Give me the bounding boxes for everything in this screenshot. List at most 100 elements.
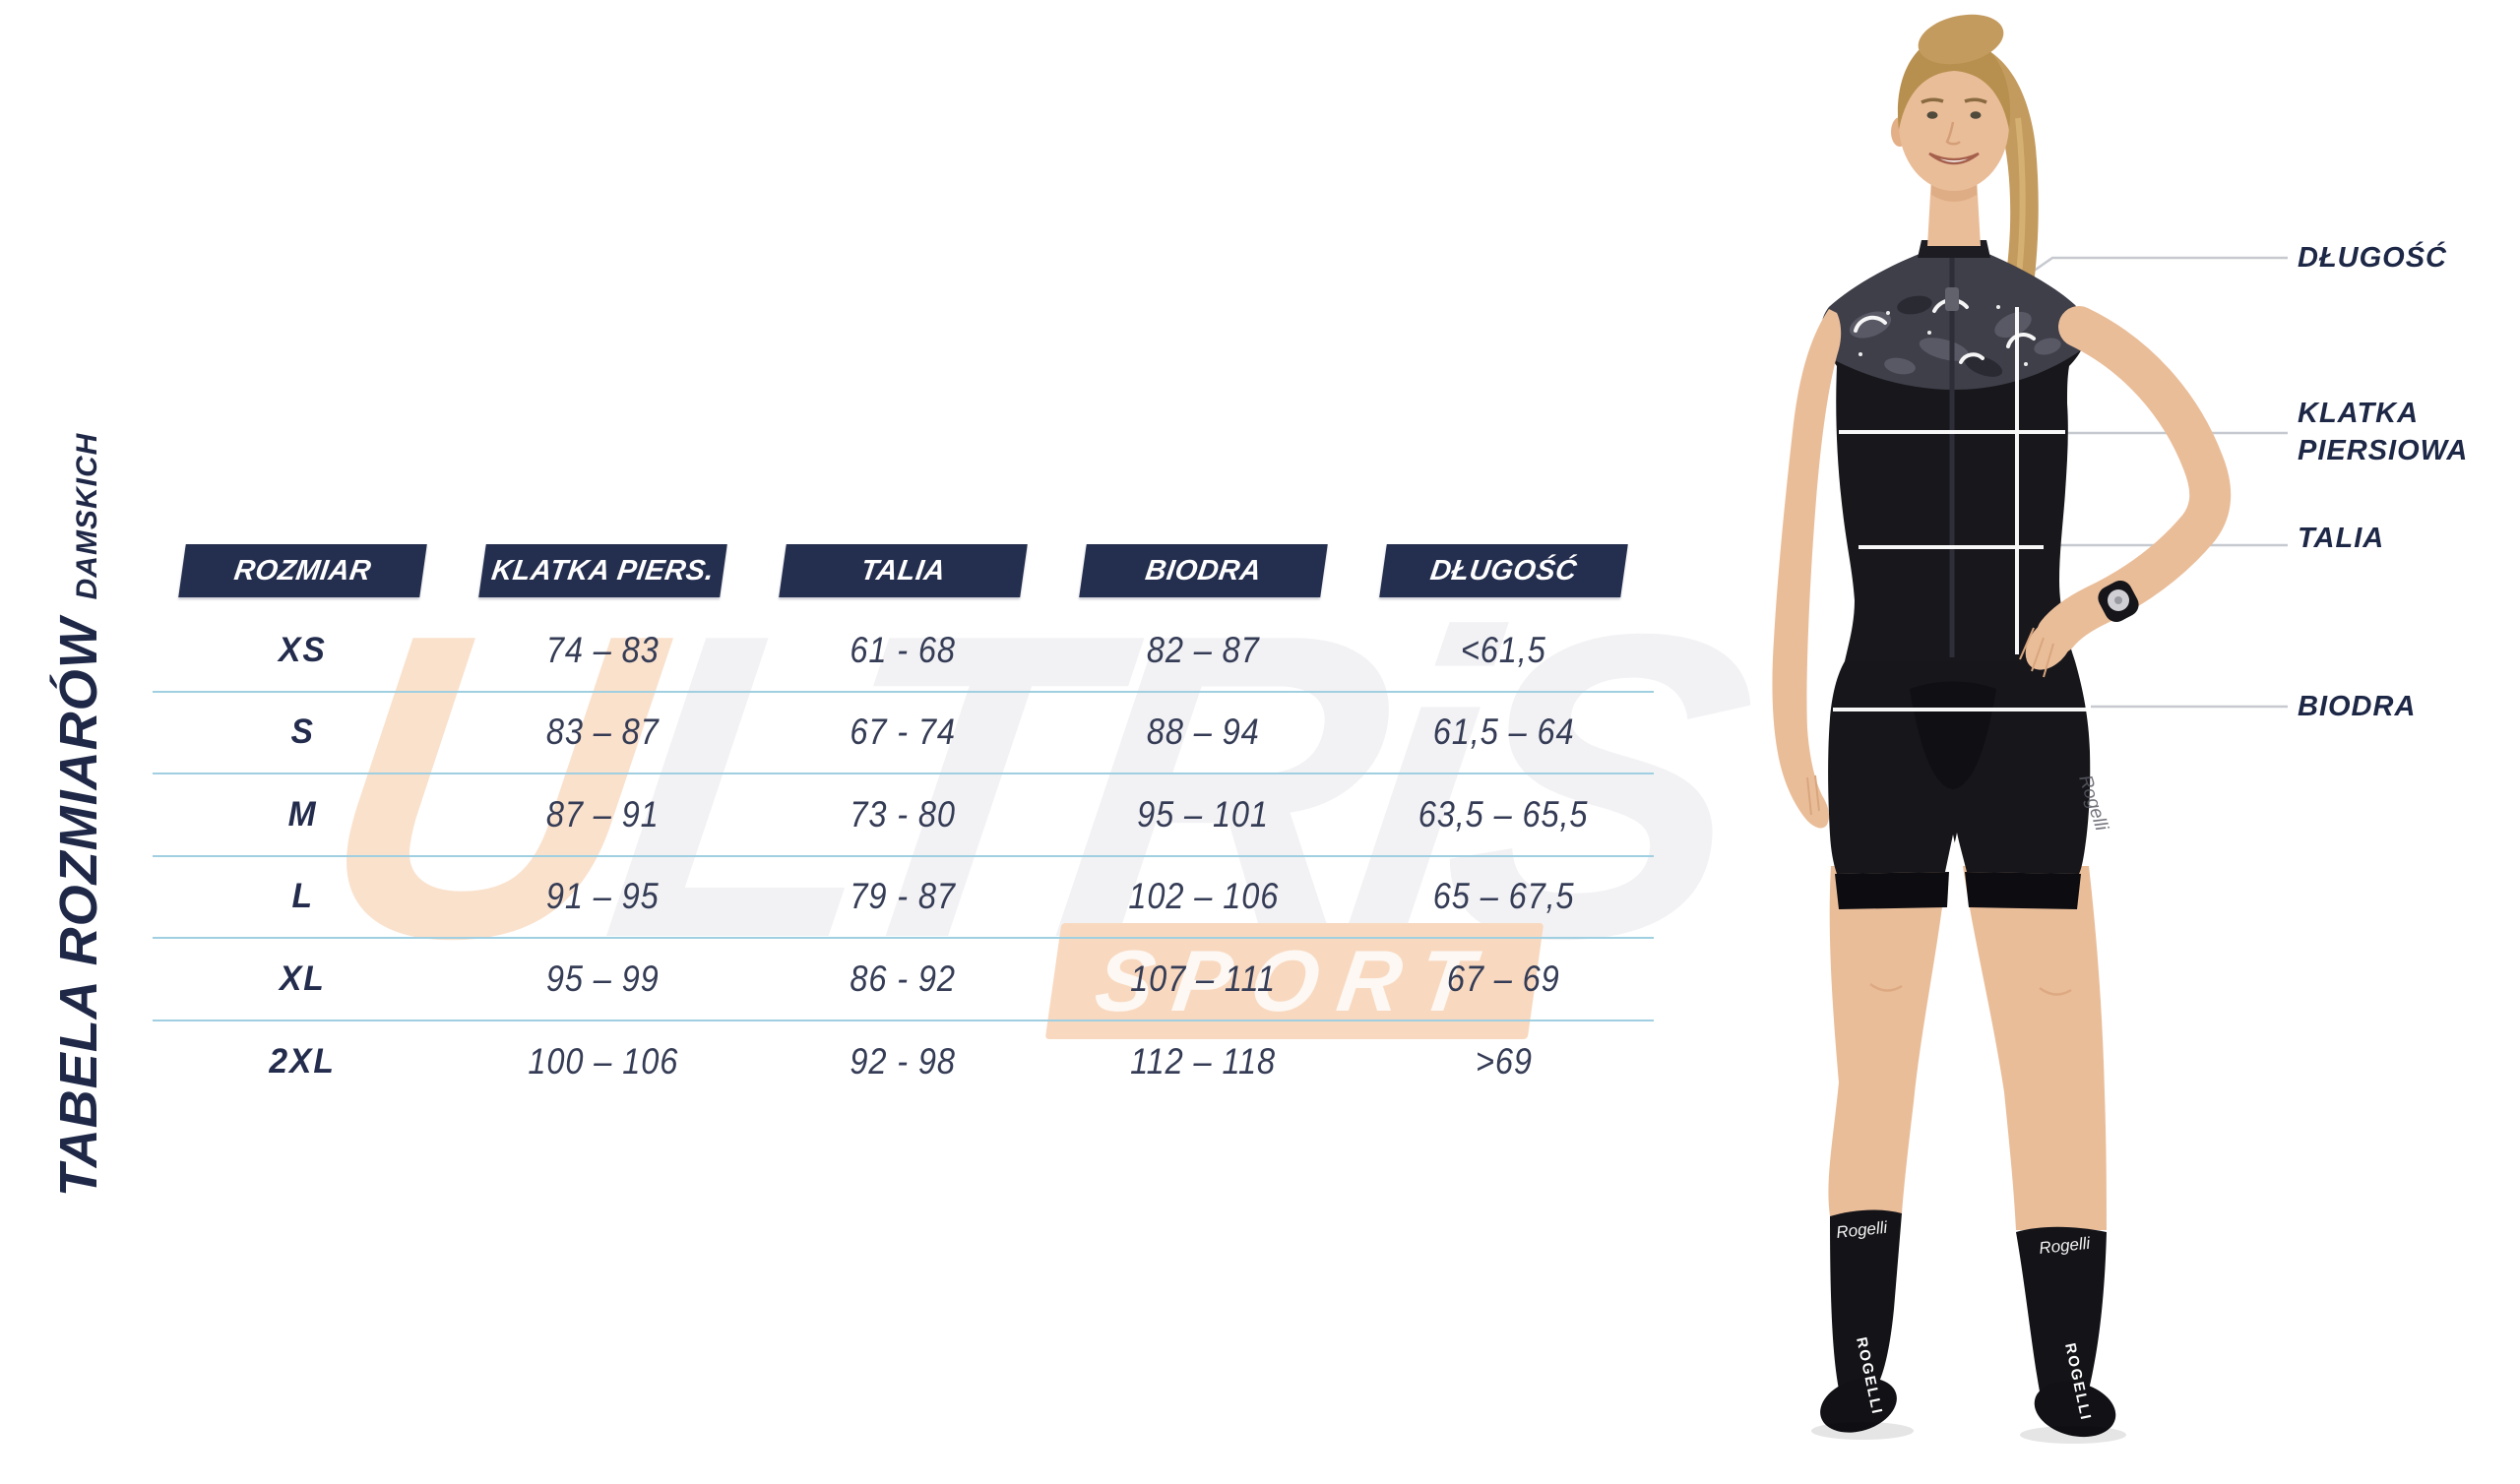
left-sock bbox=[1830, 1209, 1902, 1390]
waist-range-cell: 79 - 87 bbox=[850, 876, 957, 917]
column-header-talia: TALIA bbox=[753, 544, 1053, 597]
header-box: KLATKA PIERS. bbox=[478, 544, 727, 597]
waist-range-cell: 92 - 98 bbox=[850, 1041, 957, 1082]
yoke-pattern-dark-blobs bbox=[1897, 295, 2003, 377]
left-leg-band bbox=[1835, 872, 1949, 909]
length-range-cell: 65 – 67,5 bbox=[1432, 876, 1575, 917]
table-row-m: M 87 – 91 73 - 80 95 – 101 63,5 – 65,5 bbox=[153, 774, 1654, 857]
table-row-s: S 83 – 87 67 - 74 88 – 94 61,5 – 64 bbox=[153, 693, 1654, 774]
waist-range-cell: 61 - 68 bbox=[850, 629, 957, 670]
face bbox=[1899, 57, 2009, 191]
header-box: DŁUGOŚĆ bbox=[1379, 544, 1628, 597]
yoke-pattern-blobs bbox=[1849, 311, 2061, 375]
column-header-label: ROZMIAR bbox=[231, 554, 374, 587]
size-cell: 2XL bbox=[269, 1042, 337, 1082]
column-header-label: TALIA bbox=[858, 554, 948, 587]
leg-gap bbox=[1945, 835, 1961, 872]
measurement-label-klatka-piersiowa: KLATKA PIERSIOWA bbox=[2298, 398, 2469, 466]
hips-range-cell: 95 – 101 bbox=[1137, 793, 1270, 835]
column-header-label: KLATKA PIERS. bbox=[489, 554, 717, 587]
page-title-sub: DAMSKICH bbox=[71, 432, 103, 600]
table-row-xl: XL 95 – 99 86 - 92 107 – 111 67 – 69 bbox=[153, 939, 1654, 1021]
left-hand-fingers bbox=[2019, 627, 2054, 678]
cycling-shorts: Rogelli bbox=[1828, 661, 2111, 909]
size-cell: M bbox=[287, 794, 318, 834]
waist-range-cell: 67 - 74 bbox=[850, 711, 957, 753]
left-leg bbox=[1828, 866, 1947, 1216]
right-hand-fingers bbox=[1806, 774, 1820, 816]
nose bbox=[1945, 121, 1961, 146]
header-box: TALIA bbox=[779, 544, 1028, 597]
chest-range-cell: 100 – 106 bbox=[528, 1041, 678, 1082]
length-range-cell: <61,5 bbox=[1461, 629, 1546, 670]
header-box: BIODRA bbox=[1079, 544, 1328, 597]
table-row-2xl: 2XL 100 – 106 92 - 98 112 – 118 >69 bbox=[153, 1021, 1654, 1104]
size-table-header-row: ROZMIAR KLATKA PIERS. TALIA BIODRA DŁUGO… bbox=[153, 544, 1654, 597]
arms bbox=[1772, 306, 2232, 829]
column-header-biodra: BIODRA bbox=[1053, 544, 1354, 597]
left-knee-line bbox=[1869, 982, 1903, 992]
left-brow bbox=[1921, 97, 1944, 104]
model-photo: Rogelli bbox=[1772, 14, 2288, 1444]
waist-range-cell: 86 - 92 bbox=[850, 958, 957, 999]
chest-range-cell: 87 – 91 bbox=[546, 793, 660, 835]
column-header-dlugosc: DŁUGOŚĆ bbox=[1354, 544, 1654, 597]
right-knee-line bbox=[2039, 986, 2072, 996]
column-header-klatka: KLATKA PIERS. bbox=[453, 544, 753, 597]
zipper-pull bbox=[1945, 287, 1959, 311]
right-leg bbox=[1963, 866, 2107, 1230]
size-cell: L bbox=[291, 877, 314, 916]
head bbox=[1891, 14, 2011, 246]
page-title: TABELA ROZMIARÓW DAMSKICH bbox=[48, 433, 109, 1198]
left-foot-shadow bbox=[1811, 1422, 1914, 1440]
hips-range-cell: 107 – 111 bbox=[1130, 958, 1277, 999]
header-box: ROZMIAR bbox=[178, 544, 427, 597]
size-table: ROZMIAR KLATKA PIERS. TALIA BIODRA DŁUGO… bbox=[153, 544, 1654, 1103]
pointer-line-dlugosc bbox=[2019, 256, 2288, 282]
body-measurement-lines bbox=[1833, 307, 2087, 711]
size-cell: XL bbox=[280, 958, 326, 998]
legs bbox=[1828, 866, 2107, 1230]
page-title-main: TABELA ROZMIARÓW bbox=[49, 617, 108, 1198]
hair-bun bbox=[1918, 14, 2004, 65]
socks: Rogelli Rogelli ROGELLI ROGELLI bbox=[1811, 1209, 2126, 1444]
right-sock bbox=[2016, 1226, 2107, 1391]
waist-range-cell: 73 - 80 bbox=[850, 793, 957, 835]
left-arm-akimbo bbox=[2037, 306, 2232, 654]
sleeveless-jersey bbox=[1821, 240, 2086, 661]
right-foot bbox=[2034, 1381, 2116, 1438]
left-foot bbox=[1820, 1378, 1897, 1433]
size-cell: S bbox=[290, 712, 315, 752]
length-range-cell: >69 bbox=[1475, 1041, 1533, 1082]
right-brow bbox=[1964, 97, 1987, 104]
length-range-cell: 61,5 – 64 bbox=[1432, 711, 1575, 753]
chest-range-cell: 74 – 83 bbox=[546, 629, 660, 670]
measurement-label-dlugosc: DŁUGOŚĆ bbox=[2298, 242, 2447, 274]
right-eye bbox=[1970, 111, 1982, 119]
length-range-cell: 63,5 – 65,5 bbox=[1418, 793, 1589, 835]
hips-range-cell: 88 – 94 bbox=[1147, 711, 1260, 753]
chest-range-cell: 83 – 87 bbox=[546, 711, 660, 753]
right-arm-hanging bbox=[1772, 309, 1842, 829]
column-header-rozmiar: ROZMIAR bbox=[153, 544, 453, 597]
hips-range-cell: 102 – 106 bbox=[1128, 876, 1279, 917]
length-range-cell: 67 – 69 bbox=[1447, 958, 1560, 999]
table-row-xs: XS 74 – 83 61 - 68 82 – 87 <61,5 bbox=[153, 610, 1654, 693]
right-leg-band bbox=[1965, 872, 2081, 909]
column-header-label: BIODRA bbox=[1143, 554, 1264, 587]
watch-icon bbox=[2098, 581, 2139, 622]
smile bbox=[1928, 152, 1980, 165]
measurement-label-biodra: BIODRA bbox=[2298, 691, 2417, 722]
measurement-label-talia: TALIA bbox=[2298, 523, 2385, 554]
chest-range-cell: 95 – 99 bbox=[546, 958, 660, 999]
face-features bbox=[1921, 97, 1987, 165]
chest-range-cell: 91 – 95 bbox=[546, 876, 660, 917]
hips-range-cell: 112 – 118 bbox=[1130, 1041, 1277, 1082]
column-header-label: DŁUGOŚĆ bbox=[1428, 554, 1580, 587]
table-row-l: L 91 – 95 79 - 87 102 – 106 65 – 67,5 bbox=[153, 857, 1654, 939]
size-cell: XS bbox=[279, 630, 327, 669]
right-foot-shadow bbox=[2020, 1426, 2126, 1444]
hips-range-cell: 82 – 87 bbox=[1147, 629, 1260, 670]
left-eye bbox=[1926, 111, 1938, 119]
